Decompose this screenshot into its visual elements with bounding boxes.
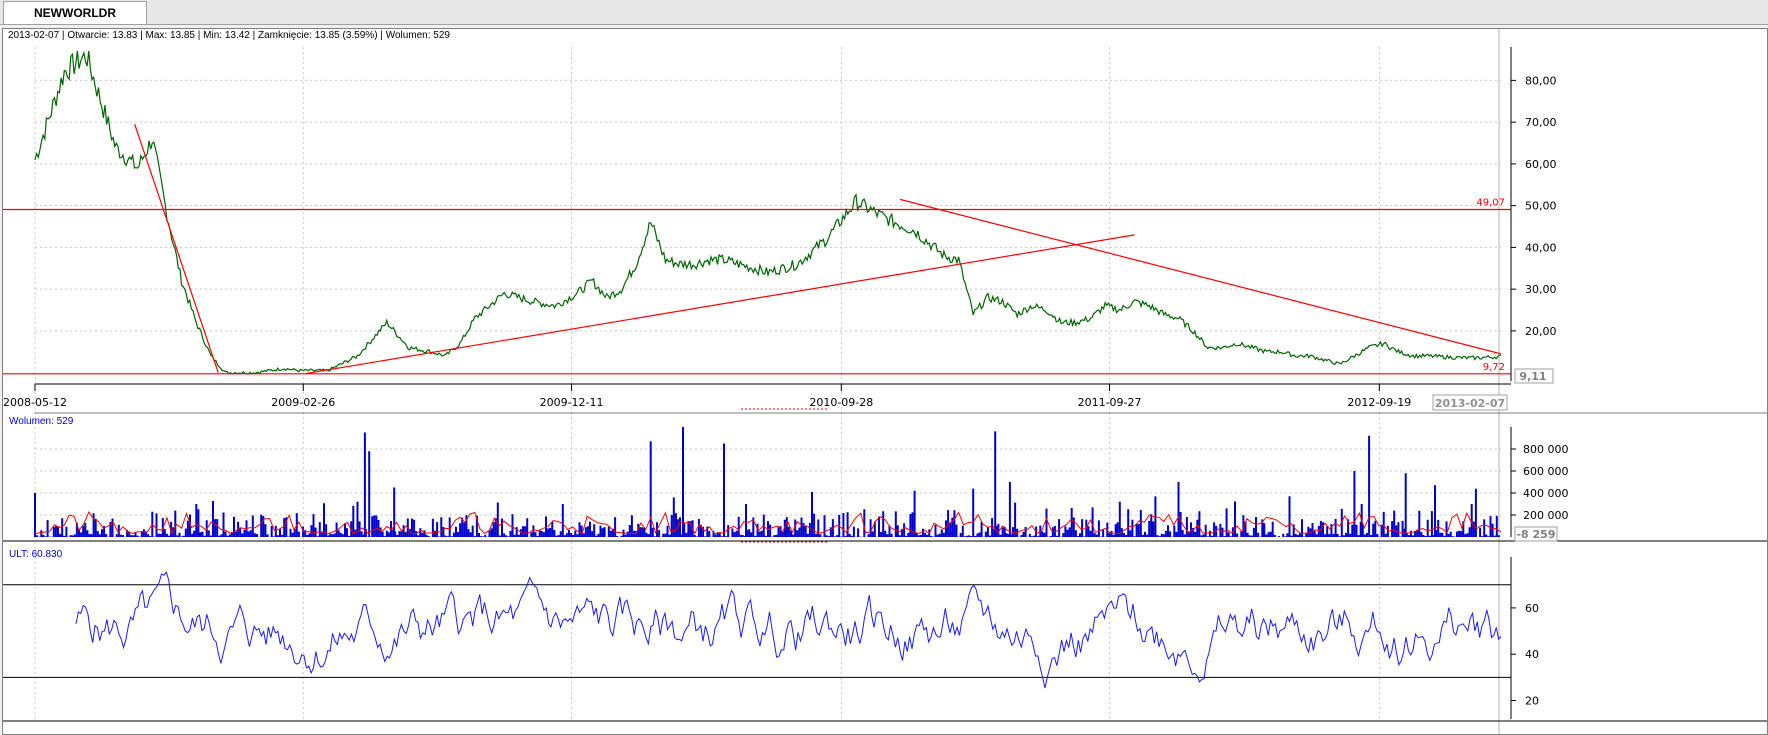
volume-tick-label: 800 000: [1523, 443, 1569, 456]
x-tick-label: 2009-02-26: [271, 396, 335, 409]
chart-frame[interactable]: 2008-05-12 2009-02-26 2009-12-11 2010-09-28…: [2, 28, 1768, 735]
info-min: Min: 13.42: [203, 30, 250, 41]
axes: [3, 47, 1767, 722]
info-volume: Wolumen: 529: [385, 30, 450, 41]
current-volume-label: -8 259: [1516, 528, 1555, 541]
trendline: [134, 124, 219, 373]
info-close: Zamknięcie: 13.85 (3.59%): [258, 30, 378, 41]
y-tick-label: 30,00: [1525, 283, 1557, 296]
current-price-box: [1514, 368, 1554, 384]
x-tick-label: 2009-12-11: [540, 396, 604, 409]
labels: 2008-05-12 2009-02-26 2009-12-11 2010-09-28…: [3, 74, 1568, 707]
ohlc-info: 2013-02-07 | Otwarcie: 13.83 | Max: 13.8…: [8, 30, 450, 41]
y-tick-label: 40,00: [1525, 241, 1557, 254]
tab-bar: NEWWORLDR: [0, 0, 1768, 25]
ult-tick-label: 40: [1525, 648, 1539, 661]
x-tick-label: 2011-09-27: [1078, 396, 1142, 409]
y-tick-label: 60,00: [1525, 158, 1557, 171]
y-tick-label: 70,00: [1525, 116, 1557, 129]
ult-tick-label: 20: [1525, 694, 1539, 707]
tab-newworldr[interactable]: NEWWORLDR: [3, 1, 147, 24]
info-max: Max: 13.85: [145, 30, 195, 41]
y-tick-label: 80,00: [1525, 74, 1557, 87]
chart-svg[interactable]: 2008-05-12 2009-02-26 2009-12-11 2010-09-28…: [3, 29, 1767, 734]
price-panel: [3, 50, 1511, 375]
volume-bars: [34, 427, 1500, 537]
ult-line: [75, 571, 1502, 689]
x-tick-label: 2010-09-28: [809, 396, 873, 409]
ult-tick-label: 60: [1525, 602, 1539, 615]
price-line: [34, 50, 1502, 375]
volume-tick-label: 400 000: [1523, 487, 1569, 500]
grid: [34, 29, 1501, 734]
x-tick-label: 2012-09-19: [1347, 396, 1411, 409]
volume-tick-label: 200 000: [1523, 509, 1569, 522]
trendline: [899, 198, 1502, 355]
info-open: Otwarcie: 13.83: [67, 30, 138, 41]
ult-title: ULT: 60.830: [9, 549, 63, 560]
h-level-label: 9,72: [1483, 362, 1505, 373]
volume-title: Wolumen: 529: [9, 416, 74, 427]
info-date: 2013-02-07: [8, 30, 60, 41]
ult-panel: [3, 571, 1511, 689]
volume-tick-label: 600 000: [1523, 465, 1569, 478]
last-date-box: [1432, 394, 1508, 411]
trendline: [306, 234, 1135, 375]
current-volume-box: [1514, 526, 1558, 542]
volume-ma-line: [34, 510, 1502, 535]
last-date-label: 2013-02-07: [1435, 397, 1505, 410]
y-tick-label: 20,00: [1525, 325, 1557, 338]
x-tick-label: 2008-05-12: [3, 396, 67, 409]
h-level-label: 49,07: [1476, 198, 1505, 209]
current-price-label: 9,11: [1519, 370, 1546, 383]
y-tick-label: 50,00: [1525, 200, 1557, 213]
volume-panel: [34, 427, 1502, 537]
